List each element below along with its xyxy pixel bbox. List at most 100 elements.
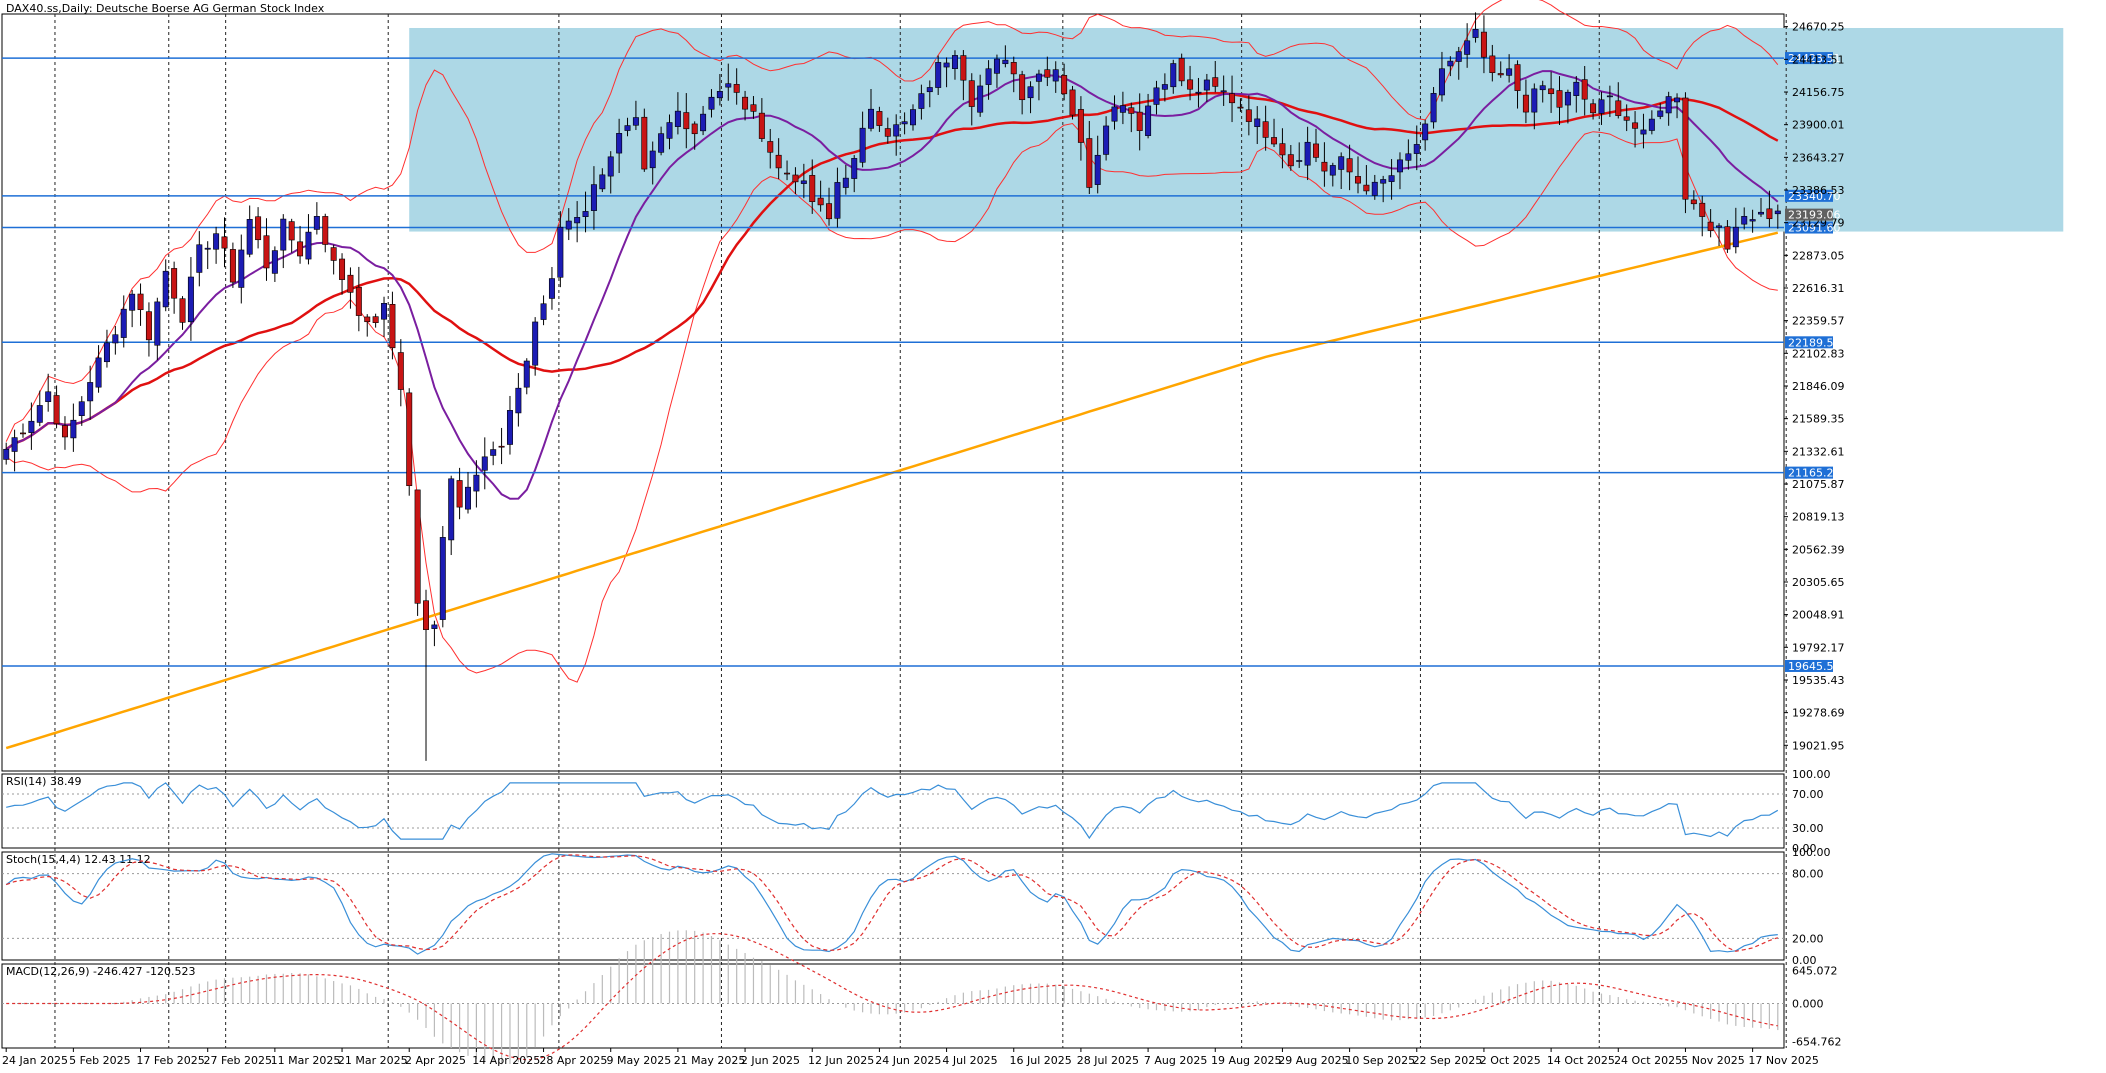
indicator-level-label-2-0: 645.072 [1792, 965, 1838, 978]
candle-body-104 [876, 111, 883, 126]
candle-body-129 [1086, 138, 1093, 188]
price-tick-10: 22102.83 [1792, 347, 1845, 360]
candle-body-158 [1329, 165, 1336, 176]
price-tick-14: 21075.87 [1792, 478, 1845, 491]
candle-body-186 [1564, 91, 1571, 106]
candle-body-3 [28, 420, 35, 433]
candle-body-199 [1674, 97, 1681, 103]
candle-body-204 [1716, 225, 1723, 228]
candle-body-15 [129, 293, 136, 311]
candle-body-183 [1539, 85, 1546, 91]
candle-body-63 [532, 321, 539, 366]
candle-body-57 [481, 456, 488, 471]
candle-body-169 [1422, 123, 1429, 141]
rsi-line [6, 782, 1779, 840]
candle-body-81 [683, 112, 690, 130]
candle-body-171 [1438, 68, 1445, 96]
stoch-k-line [5, 853, 1778, 955]
x-tick-8: 28 Apr 2025 [539, 1054, 607, 1067]
x-tick-3: 27 Feb 2025 [204, 1054, 272, 1067]
candle-body-141 [1187, 79, 1194, 90]
candle-body-206 [1732, 226, 1739, 248]
x-tick-18: 19 Aug 2025 [1211, 1054, 1281, 1067]
candle-body-134 [1128, 107, 1135, 114]
candle-body-173 [1455, 51, 1462, 62]
candle-body-208 [1749, 219, 1756, 222]
candle-body-197 [1657, 110, 1664, 117]
candle-body-35 [297, 241, 304, 257]
price-tick-0: 24670.25 [1792, 21, 1845, 34]
candle-body-88 [742, 96, 749, 110]
candle-body-142 [1195, 91, 1202, 94]
candle-body-209 [1758, 211, 1764, 215]
indicator-level-label-0-0: 100.00 [1792, 768, 1831, 781]
candle-body-188 [1581, 79, 1588, 100]
x-tick-25: 5 Nov 2025 [1681, 1054, 1744, 1067]
candle-body-180 [1514, 64, 1521, 91]
candle-body-128 [1077, 109, 1084, 143]
candle-body-153 [1287, 154, 1294, 167]
candle-body-131 [1103, 125, 1110, 155]
candle-body-96 [809, 175, 816, 202]
candle-body-47 [397, 352, 404, 390]
candle-body-27 [229, 249, 236, 283]
candle-body-18 [154, 301, 161, 346]
candle-body-113 [951, 55, 958, 69]
level-tag-5 [1785, 659, 1833, 672]
candle-body-2 [20, 432, 26, 435]
candle-body-181 [1522, 94, 1529, 113]
x-tick-20: 10 Sep 2025 [1345, 1054, 1415, 1067]
candle-body-61 [515, 387, 522, 414]
x-tick-17: 7 Aug 2025 [1144, 1054, 1207, 1067]
candle-body-76 [641, 116, 648, 170]
candle-body-151 [1271, 137, 1278, 145]
candle-body-0 [3, 448, 10, 460]
candle-body-175 [1472, 28, 1479, 38]
x-tick-12: 12 Jun 2025 [808, 1054, 874, 1067]
candle-body-16 [137, 293, 144, 311]
candle-body-80 [674, 110, 681, 127]
candle-body-152 [1279, 143, 1286, 156]
candle-body-4 [36, 405, 43, 423]
candle-body-39 [330, 247, 337, 261]
candle-body-38 [322, 216, 329, 245]
candle-body-59 [498, 445, 505, 448]
ma-200-line [5, 231, 1779, 750]
candle-body-93 [784, 172, 791, 175]
candle-body-58 [490, 449, 497, 456]
level-tag-label-2: 23091.60 [1788, 222, 1841, 235]
candle-body-203 [1707, 221, 1714, 231]
price-tick-8: 22616.31 [1792, 282, 1845, 295]
candle-body-9 [78, 401, 85, 416]
candle-body-70 [590, 184, 597, 211]
candle-body-36 [305, 231, 312, 260]
candle-body-69 [582, 211, 589, 218]
candle-body-91 [767, 141, 774, 153]
candle-body-176 [1480, 31, 1487, 58]
candle-body-174 [1464, 40, 1471, 55]
candle-body-1 [11, 437, 18, 452]
candle-body-202 [1699, 202, 1706, 217]
indicator-level-label-2-1: 0.000 [1792, 997, 1824, 1010]
candle-body-60 [506, 410, 513, 445]
candle-body-41 [347, 274, 354, 293]
candle-body-133 [1119, 105, 1126, 113]
candle-body-139 [1170, 63, 1177, 88]
x-tick-21: 22 Sep 2025 [1413, 1054, 1483, 1067]
candle-body-140 [1178, 58, 1185, 82]
candle-body-190 [1598, 99, 1605, 114]
price-tick-17: 20305.65 [1792, 576, 1845, 589]
chart-title: DAX40.ss,Daily: Deutsche Boerse AG Germa… [6, 2, 325, 15]
candle-body-127 [1069, 89, 1076, 116]
x-tick-6: 2 Apr 2025 [405, 1054, 466, 1067]
candle-body-56 [473, 474, 480, 492]
level-tag-3 [1785, 336, 1833, 349]
candle-body-49 [414, 489, 421, 604]
candle-body-84 [708, 96, 715, 110]
price-tick-3: 23900.01 [1792, 119, 1845, 132]
price-tick-9: 22359.57 [1792, 315, 1845, 328]
panel-frame-0 [1, 13, 1785, 772]
candle-body-77 [649, 150, 656, 169]
candle-body-54 [456, 480, 463, 508]
candle-body-46 [389, 304, 396, 349]
